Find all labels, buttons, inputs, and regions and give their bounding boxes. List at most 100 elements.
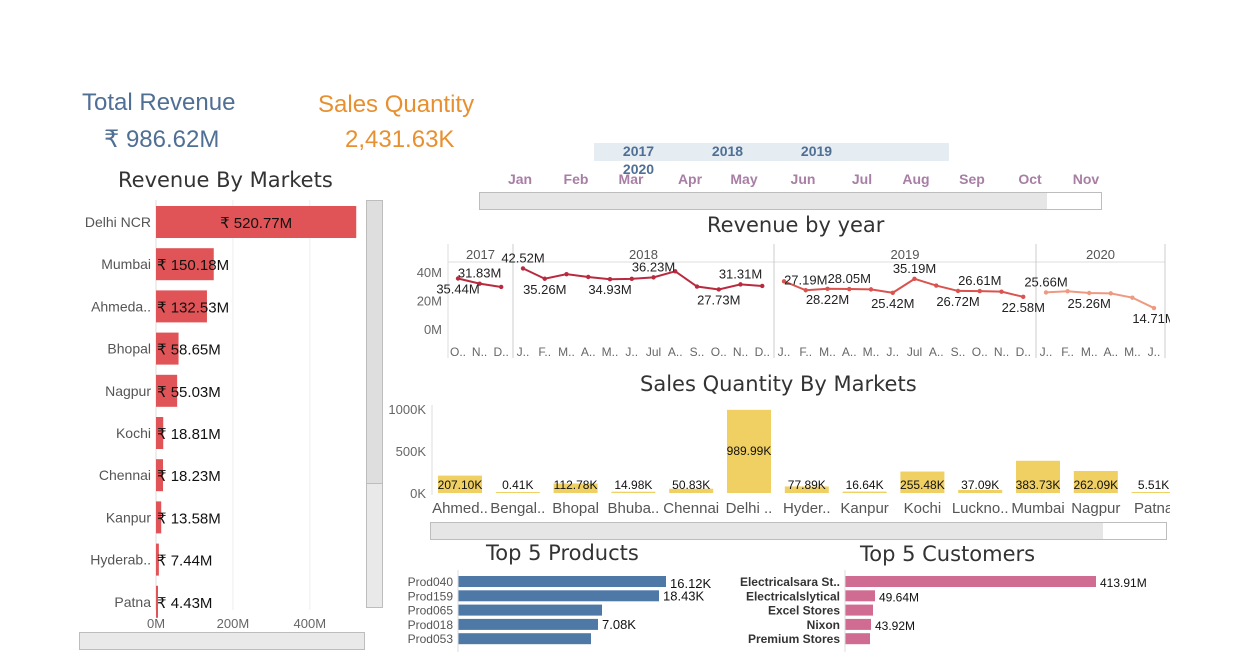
revenue-year-month-tick: M.. <box>558 345 575 359</box>
revenue-year-month-tick: N.. <box>733 345 748 359</box>
sales-qty-y-tick: 500K <box>396 444 427 459</box>
revenue-market-category-label: Ahmeda.. <box>91 298 151 314</box>
revenue-market-bar <box>156 585 158 618</box>
revenue-year-point <box>847 286 852 292</box>
year-filter-2020[interactable]: 2020 <box>622 161 655 177</box>
year-filter-2019[interactable]: 2019 <box>800 143 833 159</box>
revenue-year-data-label: 22.58M <box>1002 300 1045 315</box>
revenue-year-point <box>934 283 939 288</box>
revenue-markets-vertical-scrollbar[interactable] <box>366 200 383 608</box>
month-filter-apr[interactable]: Apr <box>677 171 703 187</box>
revenue-year-point <box>673 269 678 274</box>
year-filter-2018[interactable]: 2018 <box>711 143 744 159</box>
month-filter-aug[interactable]: Aug <box>902 171 930 187</box>
revenue-year-data-label: 14.71M <box>1132 311 1170 326</box>
revenue-market-category-label: Patna <box>114 594 151 610</box>
revenue-markets-horizontal-scrollbar[interactable] <box>79 632 365 650</box>
revenue-market-category-label: Bhopal <box>107 341 151 357</box>
revenue-year-point <box>825 286 830 291</box>
revenue-market-category-label: Delhi NCR <box>85 214 151 230</box>
top-customers-title: Top 5 Customers <box>860 542 1036 566</box>
month-filter-sep[interactable]: Sep <box>959 171 985 187</box>
revenue-market-value-label: ₹ 55.03M <box>157 384 221 401</box>
revenue-year-data-label: 27.19M <box>784 272 827 287</box>
revenue-year-month-tick: D.. <box>1016 345 1031 359</box>
revenue-by-markets-title: Revenue By Markets <box>118 168 333 192</box>
top-product-bar <box>458 576 666 587</box>
sales-qty-value-label: 37.09K <box>961 478 999 492</box>
sales-qty-category-label: Kanpur <box>840 500 888 517</box>
revenue-year-y-tick: 0M <box>424 322 442 337</box>
revenue-year-month-tick: J.. <box>625 345 638 359</box>
revenue-year-point <box>520 266 526 271</box>
revenue-year-point <box>651 275 656 280</box>
revenue-market-bar <box>156 417 164 449</box>
revenue-year-month-tick: S.. <box>951 345 966 359</box>
sales-qty-value-label: 383.73K <box>1016 478 1061 492</box>
sales-qty-category-label: Delhi .. <box>726 500 773 517</box>
revenue-market-category-label: Kochi <box>116 425 151 441</box>
sales-qty-value-label: 255.48K <box>900 478 945 492</box>
month-filter-jul[interactable]: Jul <box>851 171 873 187</box>
revenue-year-panel-label: 2017 <box>466 247 495 262</box>
sales-qty-bar <box>784 486 829 493</box>
sales-qty-scroll-thumb[interactable] <box>431 523 1103 539</box>
revenue-year-point <box>868 287 874 292</box>
revenue-year-point <box>977 288 982 294</box>
top-product-value-label: 18.43K <box>663 588 705 603</box>
revenue-year-line <box>783 277 1024 298</box>
revenue-market-bar <box>156 501 162 534</box>
revenue-year-month-tick: D.. <box>755 345 770 359</box>
revenue-year-point <box>477 281 482 286</box>
revenue-market-value-label: ₹ 58.65M <box>157 342 221 359</box>
month-filter-may[interactable]: May <box>730 171 758 187</box>
sales-qty-category-label: Nagpur <box>1071 500 1120 517</box>
revenue-year-point <box>1065 289 1070 294</box>
month-filter-scroll-thumb[interactable] <box>480 193 1047 209</box>
sales-qty-horizontal-scrollbar[interactable] <box>430 522 1167 540</box>
sales-qty-value-label: 14.98K <box>614 478 652 492</box>
sales-qty-category-label: Mumbai <box>1011 500 1064 517</box>
month-filter-jan[interactable]: Jan <box>507 171 533 187</box>
sales-qty-bar <box>1016 460 1060 493</box>
revenue-market-bar <box>156 248 214 281</box>
revenue-year-point <box>1151 305 1157 311</box>
month-filter-scrollbar[interactable] <box>479 192 1102 210</box>
revenue-year-month-tick: A.. <box>581 345 596 359</box>
revenue-year-month-tick: N.. <box>472 345 487 359</box>
month-filter-jun[interactable]: Jun <box>790 171 816 187</box>
sales-qty-bar <box>842 491 887 493</box>
top-product-bar <box>458 618 598 630</box>
month-filter[interactable]: Jan Feb Mar Apr May Jun Jul Aug Sep Oct … <box>0 171 1240 191</box>
top-product-label: Prod040 <box>408 575 454 589</box>
revenue-year-data-label: 35.19M <box>893 261 936 276</box>
revenue-market-value-label: ₹ 132.53M <box>157 299 229 316</box>
revenue-year-month-tick: O.. <box>972 345 988 359</box>
revenue-market-bar <box>156 374 178 407</box>
revenue-year-month-tick: J.. <box>1148 345 1161 359</box>
month-filter-feb[interactable]: Feb <box>563 171 589 187</box>
revenue-year-data-label: 42.52M <box>501 250 544 265</box>
year-filter-2017[interactable]: 2017 <box>622 143 655 159</box>
month-filter-oct[interactable]: Oct <box>1018 171 1042 187</box>
revenue-year-data-label: 28.22M <box>806 292 849 307</box>
revenue-year-data-label: 25.42M <box>871 296 914 311</box>
top-customer-bar <box>845 576 1096 587</box>
revenue-year-data-label: 36.23M <box>632 259 675 274</box>
revenue-year-month-tick: J.. <box>886 345 899 359</box>
sales-qty-category-label: Chennai <box>663 500 719 517</box>
month-filter-nov[interactable]: Nov <box>1072 171 1100 187</box>
revenue-year-point <box>955 288 961 294</box>
year-filter[interactable]: 2017 2018 2019 2020 <box>594 143 949 177</box>
revenue-year-month-tick: M.. <box>1081 345 1098 359</box>
revenue-markets-scroll-thumb[interactable] <box>367 201 382 484</box>
month-filter-mar[interactable]: Mar <box>618 171 644 187</box>
total-revenue-title: Total Revenue <box>82 89 236 116</box>
revenue-year-y-tick: 20M <box>417 294 442 309</box>
revenue-year-month-tick: M.. <box>863 345 880 359</box>
revenue-year-point <box>1130 295 1135 300</box>
sales-qty-category-label: Bengal.. <box>490 500 545 517</box>
revenue-markets-x-tick: 400M <box>294 616 327 631</box>
sales-qty-y-tick: 1000K <box>388 402 426 417</box>
top-product-label: Prod053 <box>408 632 454 646</box>
